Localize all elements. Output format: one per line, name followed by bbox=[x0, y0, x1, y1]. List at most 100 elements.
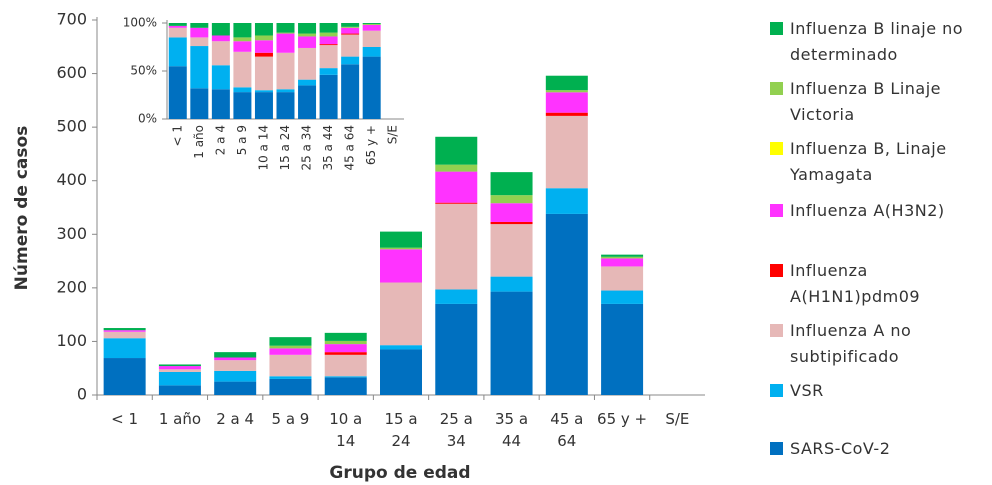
legend-item: Influenza A no subtipificado bbox=[770, 318, 992, 370]
bar-segment bbox=[214, 381, 257, 395]
bar-segment bbox=[380, 345, 422, 350]
bar-segment bbox=[341, 23, 360, 27]
legend-label: Influenza A(H1N1)pdm09 bbox=[790, 261, 921, 306]
x-tick-label: 1 año bbox=[192, 125, 206, 159]
bar-segment bbox=[490, 276, 533, 292]
bar-segment bbox=[233, 37, 252, 42]
bar-segment bbox=[341, 34, 360, 57]
bar-segment bbox=[103, 330, 146, 332]
bar-segment bbox=[254, 92, 273, 119]
legend-label: Influenza B Linaje Victoria bbox=[790, 79, 942, 124]
bar-segment bbox=[380, 247, 422, 250]
legend-item: Influenza A(H1N1)pdm09 bbox=[770, 258, 992, 310]
x-tick-label: < 1 bbox=[170, 125, 184, 147]
bar-segment bbox=[362, 56, 381, 119]
bar-segment bbox=[545, 188, 588, 214]
bar-segment bbox=[276, 33, 295, 53]
legend-swatch bbox=[770, 204, 783, 217]
legend-item: Influenza B, Linaje Yamagata bbox=[770, 136, 992, 188]
legend-item: VSR bbox=[770, 378, 992, 404]
y-tick-label: 700 bbox=[56, 10, 87, 29]
bar-segment bbox=[601, 258, 644, 267]
bar-segment bbox=[601, 256, 644, 259]
bar-segment bbox=[341, 56, 360, 65]
bar-segment bbox=[362, 24, 381, 31]
bar-segment bbox=[490, 221, 533, 225]
bar-segment bbox=[211, 89, 230, 119]
bar-segment bbox=[435, 289, 478, 304]
bar-segment bbox=[276, 92, 295, 119]
bar-segment bbox=[211, 23, 230, 36]
y-tick-label: 50% bbox=[130, 64, 157, 78]
x-tick-label: 5 a 9 bbox=[235, 125, 249, 155]
bar-segment bbox=[545, 115, 588, 189]
bar-segment bbox=[490, 203, 533, 222]
bar-segment bbox=[319, 45, 338, 69]
bar-segment bbox=[233, 92, 252, 119]
x-tick-label: 45 a 64 bbox=[343, 125, 357, 171]
bar-segment bbox=[341, 26, 360, 28]
bar-segment bbox=[298, 47, 317, 80]
bar-segment bbox=[158, 385, 201, 395]
x-tick-label: S/E bbox=[386, 125, 400, 144]
legend-swatch bbox=[770, 82, 783, 95]
bar-segment bbox=[319, 36, 338, 45]
legend-item: Influenza B Linaje Victoria bbox=[770, 76, 992, 128]
legend-item: Influenza B linaje no determinado bbox=[770, 16, 992, 68]
bar-segment bbox=[601, 290, 644, 304]
bar-segment bbox=[545, 213, 588, 395]
y-tick-label: 600 bbox=[56, 63, 87, 82]
y-tick-label: 100 bbox=[56, 331, 87, 350]
bar-segment bbox=[254, 56, 273, 91]
bar-segment bbox=[254, 23, 273, 36]
bar-segment bbox=[298, 85, 317, 119]
bar-segment bbox=[190, 37, 209, 47]
x-axis-title: Grupo de edad bbox=[329, 463, 470, 483]
bar-segment bbox=[168, 37, 187, 67]
x-tick-label: 10 a 14 bbox=[329, 410, 363, 450]
bar-segment bbox=[269, 345, 312, 349]
x-tick-label: 10 a 14 bbox=[256, 125, 270, 171]
bar-segment bbox=[276, 52, 295, 90]
x-tick-label: 5 a 9 bbox=[271, 410, 310, 428]
x-tick-label: 15 a 24 bbox=[278, 125, 292, 171]
legend-swatch bbox=[770, 142, 783, 155]
bar-segment bbox=[269, 354, 312, 377]
bar-segment bbox=[168, 25, 187, 28]
bar-segment bbox=[380, 231, 422, 248]
legend-swatch bbox=[770, 442, 783, 455]
bar-segment bbox=[490, 195, 533, 204]
bar-segment bbox=[233, 41, 252, 52]
bar-segment bbox=[233, 23, 252, 38]
bar-segment bbox=[103, 358, 146, 395]
y-tick-label: 300 bbox=[56, 224, 87, 243]
x-tick-label: 2 a 4 bbox=[216, 410, 255, 428]
bar-segment bbox=[435, 303, 478, 395]
legend-swatch bbox=[770, 324, 783, 337]
bar-segment bbox=[324, 352, 367, 355]
bar-segment bbox=[211, 41, 230, 66]
legend-swatch bbox=[770, 264, 783, 277]
x-tick-label: 45 a 64 bbox=[550, 410, 584, 450]
bar-segment bbox=[158, 369, 201, 372]
legend-swatch bbox=[770, 22, 783, 35]
bar-segment bbox=[254, 90, 273, 93]
bar-segment bbox=[214, 360, 257, 371]
bar-segment bbox=[435, 203, 478, 290]
legend-label: Influenza B linaje no determinado bbox=[790, 19, 964, 64]
bar-segment bbox=[103, 338, 146, 359]
bar-segment bbox=[362, 30, 381, 47]
x-tick-label: 25 a 34 bbox=[300, 125, 314, 171]
bar-segment bbox=[324, 340, 367, 345]
legend-swatch bbox=[770, 384, 783, 397]
x-tick-label: 15 a 24 bbox=[384, 410, 418, 450]
bar-segment bbox=[103, 331, 146, 339]
bar-segment bbox=[490, 224, 533, 277]
y-tick-label: 500 bbox=[56, 117, 87, 136]
bar-segment bbox=[158, 364, 201, 367]
bar-segment bbox=[319, 74, 338, 119]
legend-label: Influenza B, Linaje Yamagata bbox=[790, 139, 947, 184]
x-tick-label: 35 a 44 bbox=[495, 410, 529, 450]
bar-segment bbox=[211, 65, 230, 90]
